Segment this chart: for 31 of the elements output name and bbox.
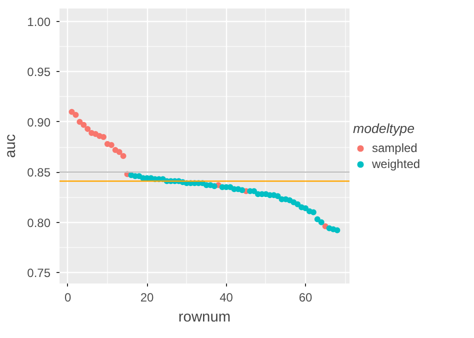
point (84, 126, 91, 132)
x-axis-title: rownum (178, 310, 231, 326)
x-tick-label: 20 (140, 290, 154, 304)
point (80, 122, 87, 128)
legend-title: modeltype (353, 120, 416, 136)
y-tick-label: 1.00 (27, 15, 51, 30)
x-tick-label: 0 (64, 290, 72, 304)
point (294, 201, 301, 208)
point (116, 149, 122, 156)
legend-label: weighted (372, 156, 420, 170)
point (334, 227, 340, 234)
point (72, 112, 79, 118)
y-tick-label: 0.80 (27, 216, 51, 230)
y-tick-label: 0.85 (27, 166, 51, 180)
point (314, 216, 320, 222)
point (239, 187, 246, 194)
point (211, 183, 218, 190)
point (76, 118, 83, 125)
x-tick-label: 60 (298, 290, 313, 304)
point (274, 193, 281, 200)
point (120, 153, 126, 160)
x-tick-label: 40 (220, 290, 234, 304)
y-tick-label: 0.75 (27, 266, 51, 280)
y-axis-title: auc (3, 134, 20, 158)
point (318, 219, 324, 226)
y-tick-label: 0.95 (27, 65, 51, 80)
point (68, 108, 75, 115)
legend-label: sampled (372, 140, 418, 154)
y-tick-label: 0.90 (27, 115, 51, 130)
point (310, 209, 316, 216)
point (302, 205, 309, 212)
